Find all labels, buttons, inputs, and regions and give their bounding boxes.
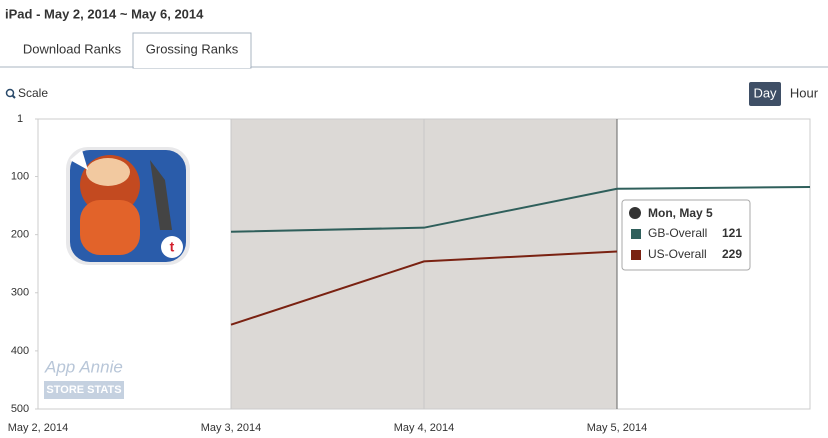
tooltip-title: Mon, May 5 <box>648 206 713 220</box>
legend-label: US-Overall <box>648 247 707 261</box>
y-tick-label: 100 <box>11 170 29 182</box>
header: iPad - May 2, 2014 ~ May 6, 2014 <box>5 6 204 21</box>
x-tick-label: May 5, 2014 <box>587 422 648 434</box>
series-line <box>230 185 811 233</box>
scale-icon <box>5 88 15 98</box>
day-button[interactable]: Day <box>753 85 777 100</box>
y-tick-label: 1 <box>17 113 23 125</box>
app-icon: t <box>66 147 190 265</box>
x-tick-label: May 3, 2014 <box>201 422 262 434</box>
watermark: App Annie <box>44 357 123 376</box>
x-tick-label: May 2, 2014 <box>8 422 69 434</box>
y-tick-label: 400 <box>11 345 29 357</box>
tab[interactable]: Download Ranks <box>23 41 122 56</box>
series-line <box>230 250 618 326</box>
legend-swatch <box>631 229 641 239</box>
legend-swatch <box>631 250 641 260</box>
svg-text:t: t <box>170 239 175 255</box>
tooltip-box <box>621 199 751 271</box>
tooltip-icon <box>629 207 641 219</box>
watermark: STORE STATS <box>46 384 121 396</box>
tooltip-value: 229 <box>722 247 742 261</box>
hour-button[interactable]: Hour <box>790 85 819 100</box>
y-tick-label: 500 <box>11 403 29 415</box>
watermark-bg <box>44 381 124 399</box>
scale-icon <box>11 94 16 99</box>
legend-label: GB-Overall <box>648 226 707 240</box>
scale-label[interactable]: Scale <box>18 86 48 100</box>
day-button-bg <box>749 82 781 106</box>
y-tick-label: 200 <box>11 229 29 241</box>
x-tick-label: May 4, 2014 <box>394 422 455 434</box>
y-tick-label: 300 <box>11 287 29 299</box>
tab[interactable]: Grossing Ranks <box>146 41 239 56</box>
tooltip-value: 121 <box>722 226 742 240</box>
